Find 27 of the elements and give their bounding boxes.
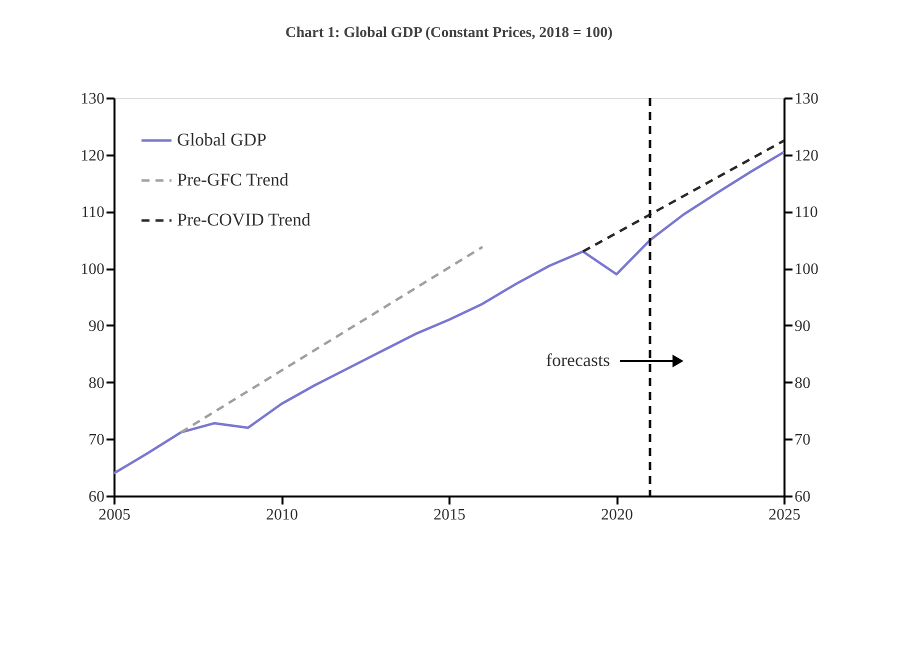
- x-tick-label: 2015: [434, 506, 466, 524]
- y2-tick-label: 80: [794, 374, 810, 392]
- x-tick-label: 2010: [266, 506, 298, 524]
- x-tick-label: 2025: [768, 506, 800, 524]
- legend-label: Global GDP: [177, 130, 266, 150]
- y-tick-label: 120: [80, 147, 104, 164]
- y-tick-label: 100: [80, 261, 104, 278]
- y2-tick-label: 100: [794, 261, 818, 278]
- y2-tick-label: 110: [794, 204, 818, 222]
- line-series: [114, 150, 784, 475]
- y-tick-label: 130: [80, 90, 104, 108]
- y-tick-label: 90: [88, 318, 104, 335]
- y-tick-label: 70: [88, 432, 104, 449]
- y2-tick-label: 70: [794, 432, 810, 449]
- y-tick-label: 60: [88, 488, 104, 506]
- x-tick-label: 2020: [601, 506, 633, 524]
- annotation: forecasts: [546, 350, 610, 370]
- legend-label: Pre-GFC Trend: [177, 170, 289, 190]
- y2-tick-label: 60: [794, 488, 810, 506]
- chart-title: Chart 1: Global GDP (Constant Prices, 2018 = 100): [285, 25, 613, 41]
- y2-tick-label: 130: [794, 90, 818, 108]
- y2-tick-label: 120: [794, 147, 818, 164]
- y-tick-label: 110: [81, 204, 104, 222]
- legend-label: Pre-COVID Trend: [177, 210, 311, 230]
- y2-tick-label: 90: [794, 318, 810, 335]
- x-tick-label: 2005: [98, 506, 130, 524]
- y-tick-label: 80: [88, 374, 104, 392]
